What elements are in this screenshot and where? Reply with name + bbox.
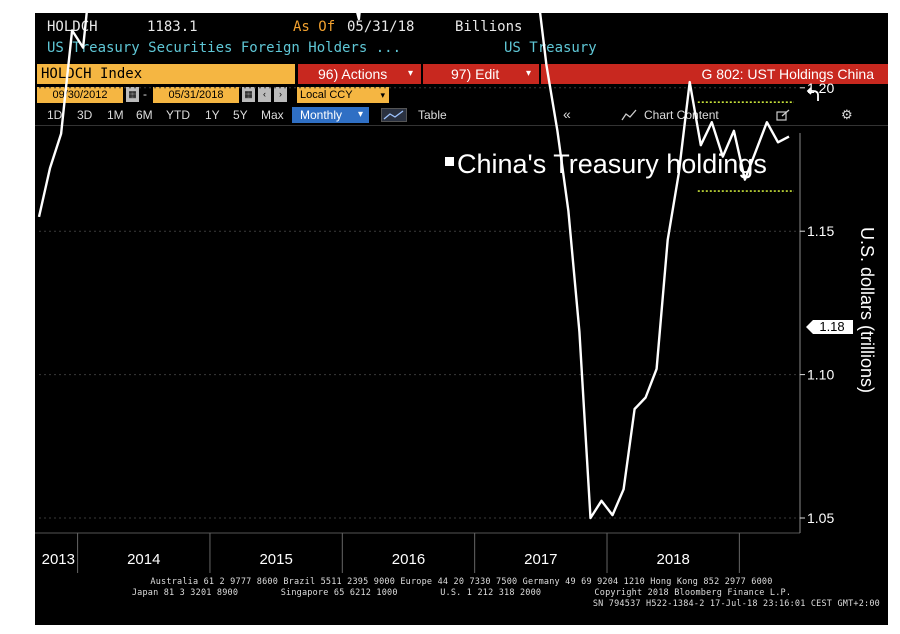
toolbar-divider xyxy=(35,125,888,126)
actions-dropdown-icon: ▾ xyxy=(407,68,413,79)
chevron-right-icon[interactable]: › xyxy=(274,87,287,102)
footer-session-info: SN 794537 H522-1384-2 17-Jul-18 23:16:01… xyxy=(592,599,880,609)
chart-content-button[interactable]: Chart Content xyxy=(644,108,719,122)
frequency-label: Monthly xyxy=(300,108,343,122)
period-bar: 1D 3D 1M 6M YTD 1Y 5Y Max Monthly ▾ Tabl… xyxy=(35,107,888,123)
period-1d-button[interactable]: 1D xyxy=(47,108,63,122)
undo-icon[interactable] xyxy=(804,86,824,104)
last-value: 1183.1 xyxy=(147,19,198,35)
chevron-left-icon[interactable]: ‹ xyxy=(258,87,271,102)
table-button[interactable]: Table xyxy=(418,108,447,122)
frequency-select[interactable]: Monthly ▾ xyxy=(292,107,369,123)
start-date-field[interactable]: 09/30/2012 xyxy=(37,87,123,103)
currency-select[interactable]: Local CCY ▾ xyxy=(297,87,389,103)
currency-dropdown-icon: ▾ xyxy=(380,90,385,100)
calendar-icon[interactable]: ▦ xyxy=(242,87,255,102)
footer-contacts-line2: Japan 81 3 3201 8900 Singapore 65 6212 1… xyxy=(131,588,792,598)
frequency-dropdown-icon: ▾ xyxy=(357,109,363,120)
y-tick-label: 1.15 xyxy=(807,223,834,239)
y-axis-label: U.S. dollars (trillions) xyxy=(857,227,877,393)
line-chart-icon[interactable] xyxy=(381,108,407,122)
period-1m-button[interactable]: 1M xyxy=(107,108,124,122)
y-tick-label: 1.20 xyxy=(807,80,834,96)
collapse-chevron-icon[interactable]: « xyxy=(563,106,571,122)
as-of-date: 05/31/18 xyxy=(347,19,415,35)
x-tick-label-year: 2018 xyxy=(657,551,690,568)
holdings-line-chart: 2013 2014 2015 2016 2017 2018 1.05 1.10 1.15 1.2… xyxy=(35,13,877,573)
x-tick-label-year: 2015 xyxy=(259,551,292,568)
command-bar: HOLDCH Index 96) Actions ▾ 97) Edit ▾ G … xyxy=(35,64,888,84)
currency-label: Local CCY xyxy=(300,89,353,101)
edit-dropdown-icon: ▾ xyxy=(525,68,531,79)
actions-menu[interactable]: 96) Actions ▾ xyxy=(298,64,421,84)
x-axis-years: 2013 2014 2015 2016 2017 2018 xyxy=(35,532,800,573)
security-category: US Treasury xyxy=(504,40,597,56)
chart-content-icon[interactable] xyxy=(621,109,637,121)
bloomberg-terminal-window: HOLDCH 1183.1 As Of 05/31/18 Billions US… xyxy=(35,13,888,625)
chart-gridlines xyxy=(39,87,800,519)
last-value-marker: 1.18 xyxy=(806,319,853,334)
period-max-button[interactable]: Max xyxy=(261,108,284,122)
as-of-label: As Of xyxy=(293,19,336,35)
units-label: Billions xyxy=(455,19,523,35)
end-date-field[interactable]: 05/31/2018 xyxy=(153,87,239,103)
date-separator: - xyxy=(143,87,147,101)
period-ytd-button[interactable]: YTD xyxy=(166,108,190,122)
china-holdings-series-line xyxy=(37,13,790,520)
y-axis-ticks: 1.051.101.151.201.251.30 xyxy=(799,80,834,533)
chart-title-bar[interactable]: G 802: UST Holdings China xyxy=(541,64,888,84)
legend-swatch xyxy=(445,157,454,166)
edit-chart-icon[interactable] xyxy=(776,109,790,121)
legend-label: China's Treasury holdings xyxy=(457,149,767,179)
period-5y-button[interactable]: 5Y xyxy=(233,108,248,122)
range-band xyxy=(697,101,794,192)
x-tick-label-year: 2014 xyxy=(127,551,160,568)
y-tick-label: 1.10 xyxy=(807,367,834,383)
edit-menu[interactable]: 97) Edit ▾ xyxy=(423,64,539,84)
period-6m-button[interactable]: 6M xyxy=(136,108,153,122)
date-range-bar: 09/30/2012 ▦ - 05/31/2018 ▦ ‹ › Local CC… xyxy=(35,86,888,104)
period-3d-button[interactable]: 3D xyxy=(77,108,93,122)
calendar-icon[interactable]: ▦ xyxy=(126,87,139,102)
security-description: US Treasury Securities Foreign Holders .… xyxy=(47,40,402,56)
x-tick-label-year: 2013 xyxy=(42,551,75,568)
actions-label: 96) Actions xyxy=(318,66,388,82)
settings-gear-icon[interactable]: ⚙ xyxy=(841,107,853,122)
last-value-tag xyxy=(806,320,853,334)
period-1y-button[interactable]: 1Y xyxy=(205,108,220,122)
edit-label: 97) Edit xyxy=(451,66,500,82)
x-tick-label-year: 2017 xyxy=(524,551,557,568)
last-value-label: 1.18 xyxy=(819,319,844,334)
x-tick-label-year: 2016 xyxy=(392,551,425,568)
footer-contacts-line1: Australia 61 2 9777 8600 Brazil 5511 239… xyxy=(150,577,773,587)
y-tick-label: 1.05 xyxy=(807,510,834,526)
